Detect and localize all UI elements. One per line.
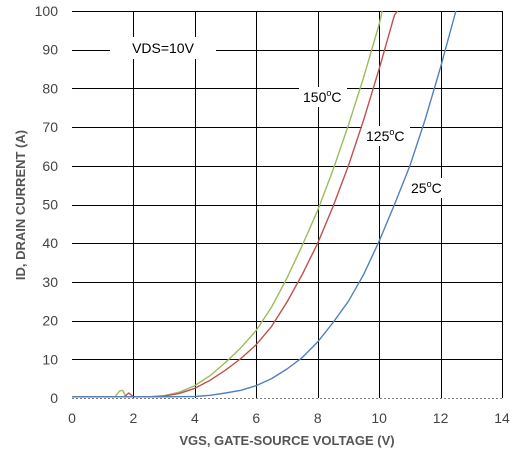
x-tick-label: 14 <box>494 410 510 426</box>
y-tick-label: 50 <box>42 197 58 213</box>
label-25c: 25oC <box>411 179 442 196</box>
y-tick-label: 20 <box>42 313 58 329</box>
y-tick-label: 80 <box>42 80 58 96</box>
y-tick-label: 30 <box>42 274 58 290</box>
y-tick-label: 70 <box>42 119 58 135</box>
x-tick-label: 12 <box>433 410 449 426</box>
x-tick-label: 2 <box>130 410 138 426</box>
label-125c: 125oC <box>366 127 405 144</box>
y-axis-title: ID, DRAIN CURRENT (A) <box>13 130 28 280</box>
condition-label: VDS=10V <box>132 40 195 56</box>
series-group <box>72 11 456 397</box>
series-line-3 <box>72 11 456 397</box>
y-tick-label: 90 <box>42 42 58 58</box>
x-tick-label: 0 <box>68 410 76 426</box>
y-tick-label: 0 <box>50 390 58 406</box>
y-tick-label: 40 <box>42 235 58 251</box>
x-tick-label: 4 <box>191 410 199 426</box>
series-line-1 <box>72 11 382 397</box>
series-line-2 <box>72 11 398 397</box>
y-tick-label: 60 <box>42 158 58 174</box>
grid <box>72 11 503 399</box>
y-tick-label: 100 <box>35 3 59 19</box>
y-tick-label: 10 <box>42 351 58 367</box>
tick-labels: 0 2 4 6 8 10 12 14 0 10 20 30 40 50 60 70 80 90 100 <box>35 3 510 426</box>
x-tick-label: 8 <box>314 410 322 426</box>
x-tick-label: 6 <box>252 410 260 426</box>
x-tick-label: 10 <box>371 410 387 426</box>
label-150c: 150oC <box>303 88 342 105</box>
x-axis-title: VGS, GATE-SOURCE VOLTAGE (V) <box>179 433 394 448</box>
